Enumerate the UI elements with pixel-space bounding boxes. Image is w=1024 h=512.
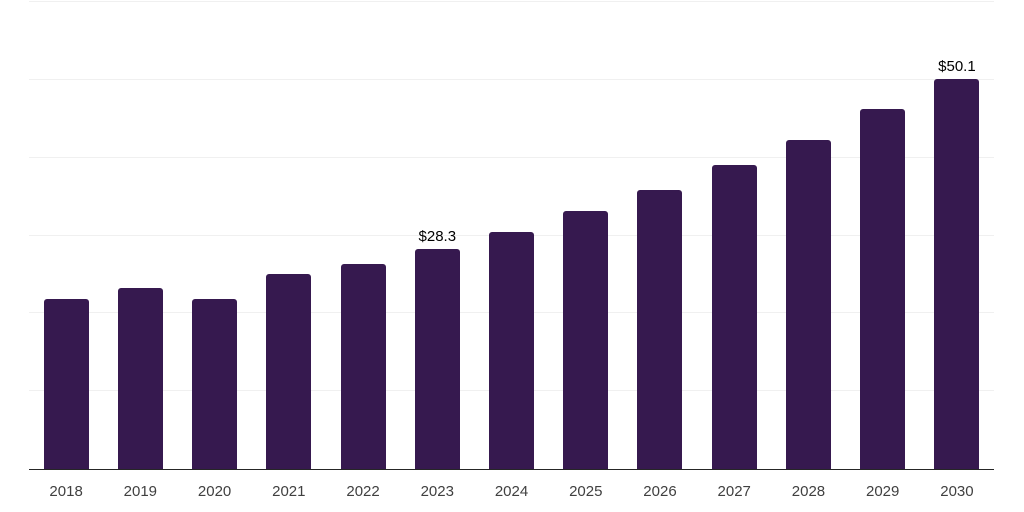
bar-slot-2029 (846, 2, 920, 469)
x-tick-label-2023: 2023 (420, 483, 454, 500)
x-tick-label-2020: 2020 (197, 483, 232, 500)
bar-slot-2022 (326, 2, 400, 469)
bar-slot-2019 (103, 2, 177, 469)
x-tick-label-2028: 2028 (791, 483, 826, 500)
bar-2024 (489, 231, 535, 469)
x-tick-label-2027: 2027 (717, 483, 751, 500)
data-label-2030: $50.1 (938, 58, 976, 76)
bar-2029 (860, 109, 906, 469)
bar-2026 (637, 189, 683, 469)
bar-2028 (785, 139, 831, 469)
x-tick-label-2018: 2018 (49, 483, 83, 500)
x-tick-label-2026: 2026 (643, 483, 677, 500)
x-tick-label-2022: 2022 (346, 483, 380, 500)
x-axis-line (29, 468, 994, 470)
bar-2030: $50.1 (934, 59, 980, 469)
bar-slot-2027 (697, 2, 771, 469)
x-tick-label-2030: 2030 (940, 483, 974, 500)
bar-2023: $28.3 (414, 229, 460, 469)
gridline-40 (29, 156, 994, 158)
bar-slot-2024 (474, 2, 548, 469)
bar-slot-2018 (29, 2, 103, 469)
bar-2021 (266, 273, 312, 469)
bar-2025 (563, 210, 609, 469)
bar-2027 (711, 165, 757, 469)
bar-slot-2020 (177, 2, 251, 469)
gridline-50 (29, 78, 994, 80)
gridline-60 (29, 1, 994, 2)
x-tick-label-2024: 2024 (494, 483, 529, 500)
x-tick-label-2021: 2021 (272, 483, 306, 500)
bar-slot-2021 (252, 2, 326, 469)
bar-slot-2023: $28.3 (400, 2, 474, 469)
x-tick-label-2019: 2019 (123, 483, 158, 500)
x-axis-labels: 2018 2019 2020 2021 2022 2023 2024 2025 2026 2027… (29, 483, 994, 500)
bar-slot-2028 (771, 2, 845, 469)
plot-area: $28.3 $50.1 (29, 1, 994, 470)
x-tick-label-2025: 2025 (569, 483, 603, 500)
bar-slot-2026 (623, 2, 697, 469)
data-label-2023: $28.3 (418, 227, 457, 245)
bar-2020 (192, 299, 238, 469)
bar-2022 (340, 263, 386, 469)
bar-2019 (117, 287, 163, 469)
bar-2018 (43, 298, 89, 469)
bars-group: $28.3 $50.1 (29, 2, 994, 469)
bar-slot-2025 (549, 2, 623, 469)
bar-slot-2030: $50.1 (920, 2, 994, 469)
x-tick-label-2029: 2029 (866, 483, 900, 500)
